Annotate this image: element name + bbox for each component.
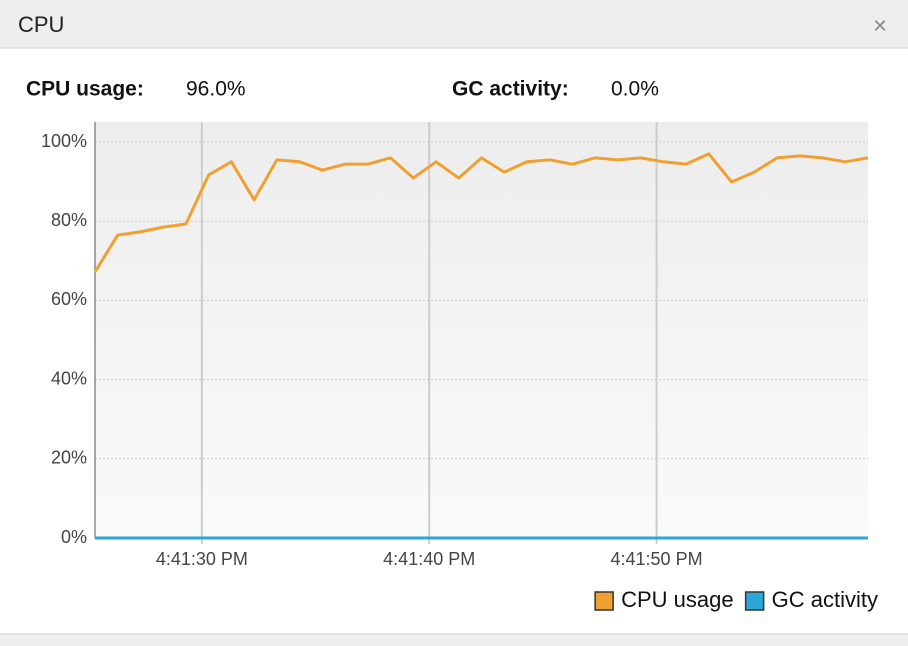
summary-value: 0.0% [611,78,659,101]
legend-swatch [594,591,614,611]
y-tick-label: 100% [41,131,87,151]
series-line [93,152,869,273]
plot-area [95,122,868,538]
close-button[interactable]: × [873,12,887,39]
bottom-bar [0,634,908,646]
legend-label: GC activity [772,587,878,612]
y-tick-label: 80% [51,210,87,230]
x-tick-label: 4:41:40 PM [383,549,475,569]
legend-swatch [744,591,765,611]
y-tick-label: 20% [51,448,87,468]
y-tick-label: 60% [51,289,87,309]
y-tick-label: 40% [51,368,87,388]
y-tick-label: 0% [61,527,87,547]
x-tick-label: 4:41:50 PM [611,549,703,569]
panel-title: CPU [18,12,64,37]
title-bar [0,0,908,48]
x-tick-label: 4:41:30 PM [156,549,248,569]
summary-value: 96.0% [186,78,246,101]
summary-label: CPU usage: [26,78,144,101]
legend-label: CPU usage [621,587,734,612]
summary-label: GC activity: [452,78,569,101]
